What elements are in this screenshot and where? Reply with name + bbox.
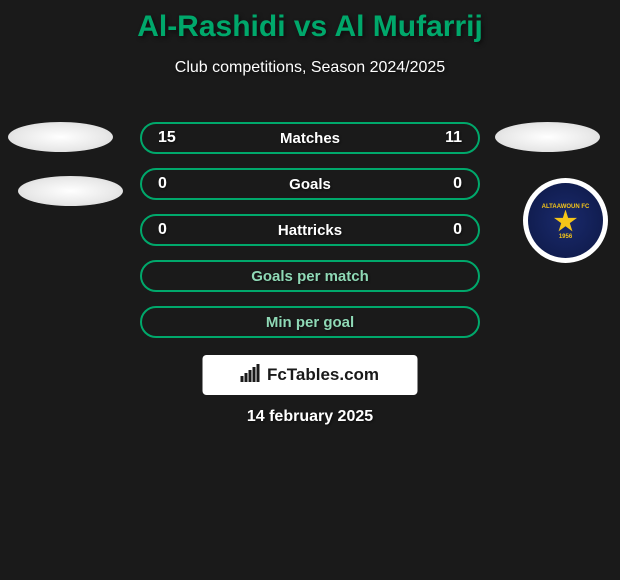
stat-row-goals: 0 Goals 0 [140,168,480,200]
stats-container: 15 Matches 11 0 Goals 0 0 Hattricks 0 Go… [140,122,480,352]
star-icon [554,210,578,234]
stat-right-value: 11 [445,129,462,147]
branding-text: FcTables.com [267,365,379,385]
title-text: Al-Rashidi vs Al Mufarrij [137,10,483,43]
stat-label: Goals [289,176,331,193]
stat-left-value: 0 [158,221,167,239]
page-title: Al-Rashidi vs Al Mufarrij [0,0,620,44]
club-avatar-left [18,176,123,206]
club-badge-year: 1956 [559,234,572,240]
stat-label: Hattricks [278,222,342,239]
stat-row-min-per-goal: Min per goal [140,306,480,338]
date-text: 14 february 2025 [247,408,373,425]
stat-left-value: 0 [158,175,167,193]
subtitle-text: Club competitions, Season 2024/2025 [175,59,445,76]
club-badge-right: ALTAAWOUN FC 1956 [523,178,608,263]
footer-date: 14 february 2025 [247,408,373,426]
stat-label: Goals per match [251,268,369,285]
stat-label: Matches [280,130,340,147]
player-avatar-right [495,122,600,152]
branding-badge: FcTables.com [203,355,418,395]
player-avatar-left [8,122,113,152]
page-subtitle: Club competitions, Season 2024/2025 [0,59,620,77]
stat-row-hattricks: 0 Hattricks 0 [140,214,480,246]
stat-left-value: 15 [158,129,176,147]
stat-label: Min per goal [266,314,354,331]
club-badge-inner: ALTAAWOUN FC 1956 [528,183,603,258]
stat-right-value: 0 [453,175,462,193]
club-badge-name: ALTAAWOUN FC [542,204,590,210]
stat-row-goals-per-match: Goals per match [140,260,480,292]
stat-right-value: 0 [453,221,462,239]
chart-icon [241,364,263,387]
stat-row-matches: 15 Matches 11 [140,122,480,154]
